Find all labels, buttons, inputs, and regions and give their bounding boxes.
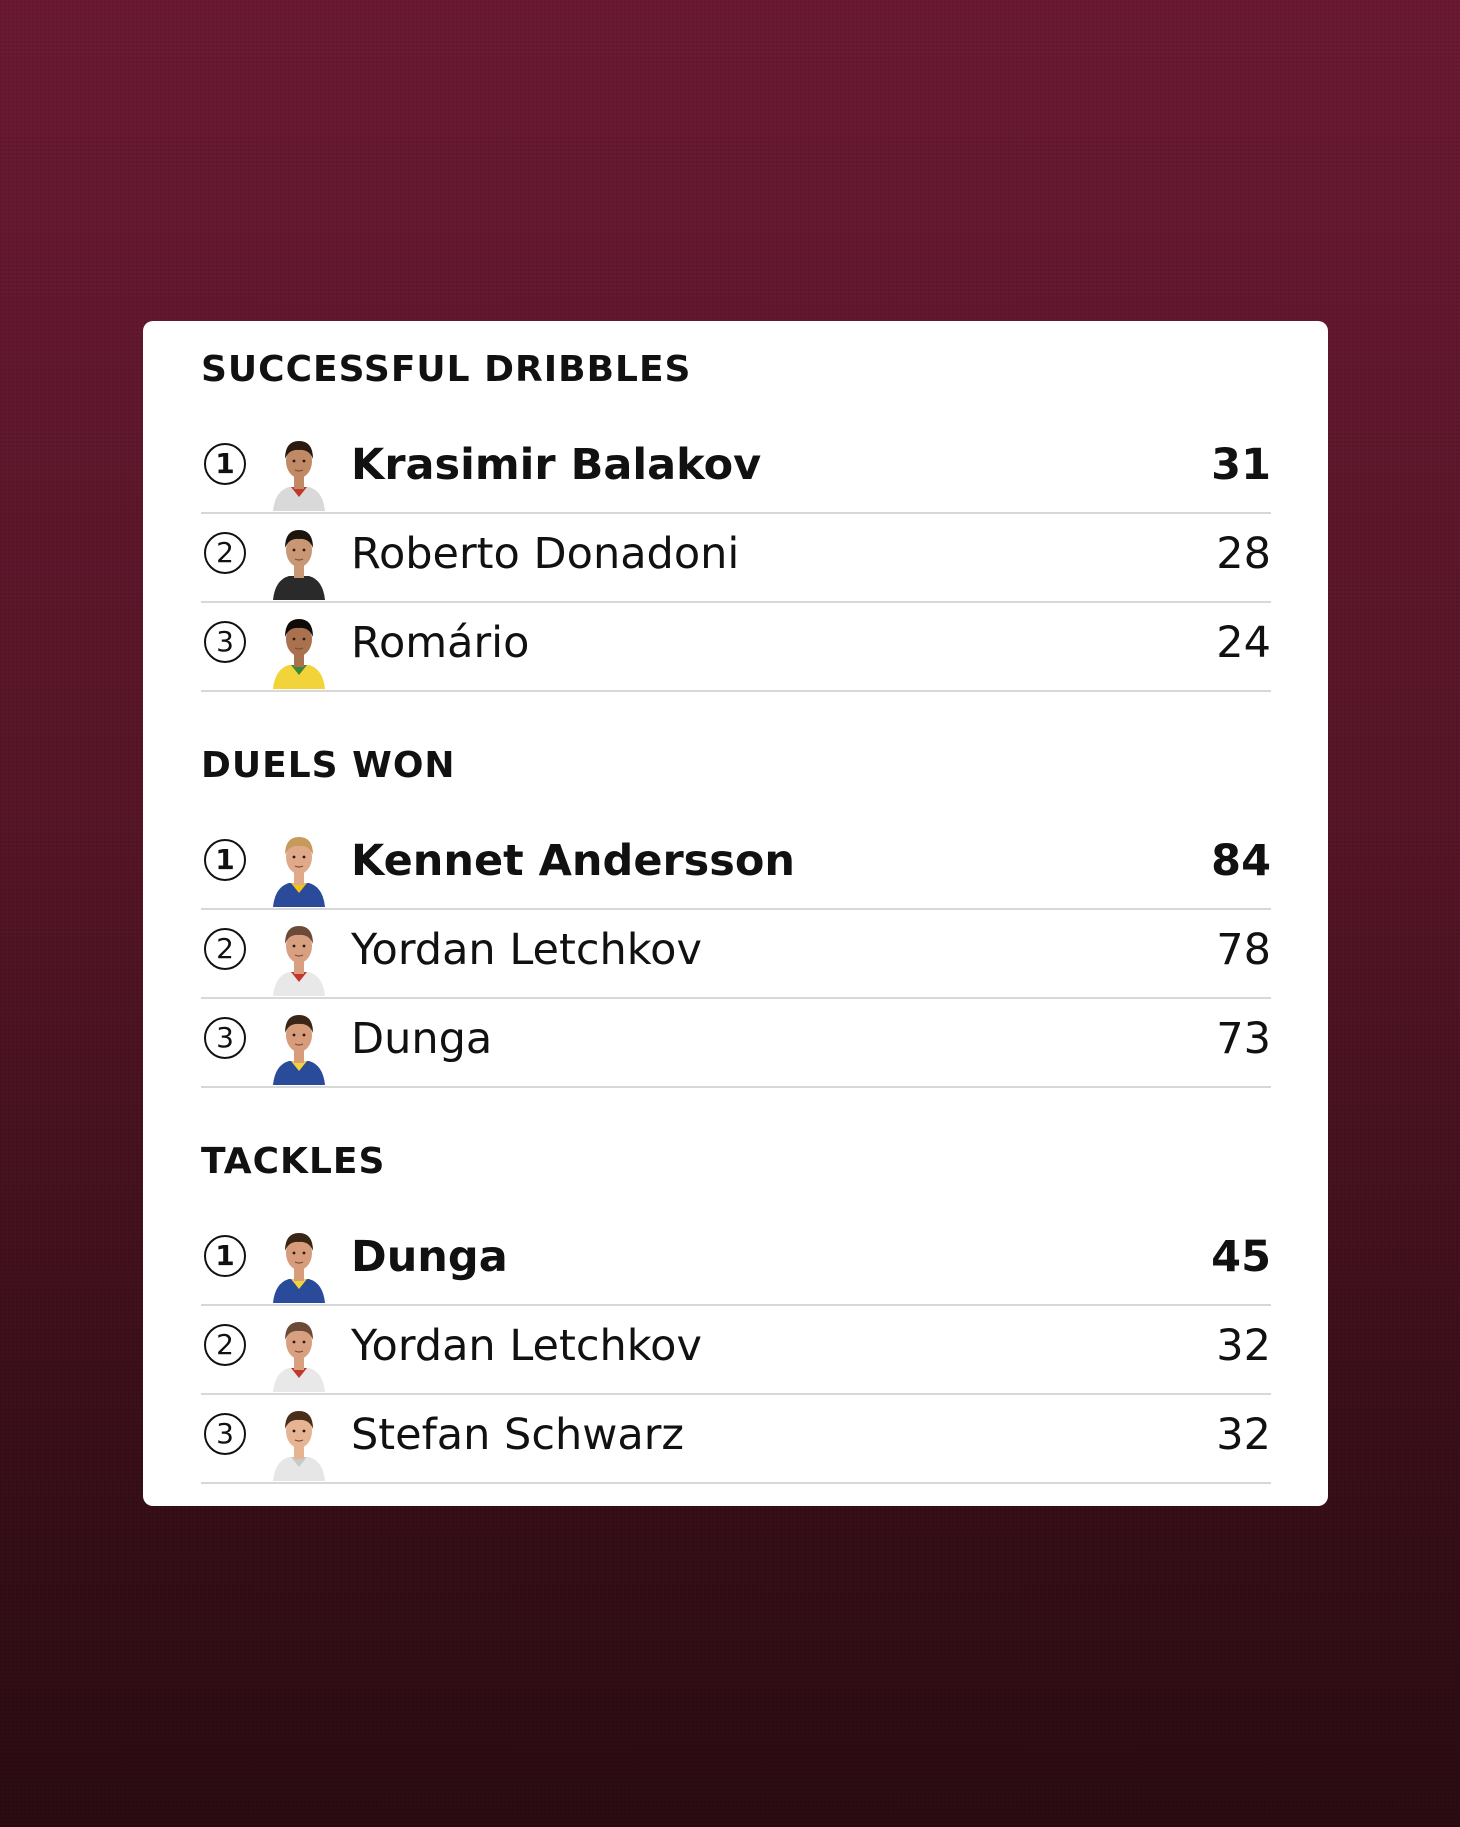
section-duels-won: DUELS WON 1 Kennet Andersson 84 2 Yordan… <box>201 743 1271 1088</box>
rank-badge: 2 <box>204 532 246 574</box>
stat-value: 32 <box>1216 1321 1271 1371</box>
leaderboard-row: 1 Kennet Andersson 84 <box>201 823 1271 910</box>
player-name: Yordan Letchkov <box>351 925 702 975</box>
player-avatar <box>273 1322 325 1392</box>
section-tackles: TACKLES 1 Dunga 45 2 Yordan Letchkov 32 … <box>201 1139 1271 1484</box>
leaderboard-list: 1 Kennet Andersson 84 2 Yordan Letchkov … <box>201 823 1271 1088</box>
leaderboard-row: 2 Roberto Donadoni 28 <box>201 516 1271 603</box>
leaderboard-row: 2 Yordan Letchkov 32 <box>201 1308 1271 1395</box>
leaderboard-row: 1 Dunga 45 <box>201 1219 1271 1306</box>
leaderboard-row: 3 Romário 24 <box>201 605 1271 692</box>
player-avatar <box>273 837 325 907</box>
rank-badge: 3 <box>204 1413 246 1455</box>
section-title: DUELS WON <box>201 745 456 786</box>
rank-badge: 2 <box>204 928 246 970</box>
player-name: Romário <box>351 618 530 668</box>
stat-value: 73 <box>1216 1014 1271 1064</box>
stats-card: SUCCESSFUL DRIBBLES 1 Krasimir Balakov 3… <box>143 321 1328 1506</box>
rank-badge: 1 <box>204 443 246 485</box>
section-successful-dribbles: SUCCESSFUL DRIBBLES 1 Krasimir Balakov 3… <box>201 347 1271 692</box>
player-name: Stefan Schwarz <box>351 1410 684 1460</box>
player-avatar <box>273 926 325 996</box>
stat-value: 24 <box>1216 618 1271 668</box>
player-avatar <box>273 1233 325 1303</box>
stat-value: 31 <box>1211 440 1271 490</box>
section-title: TACKLES <box>201 1141 386 1182</box>
rank-badge: 3 <box>204 621 246 663</box>
player-name: Krasimir Balakov <box>351 440 762 490</box>
rank-badge: 1 <box>204 839 246 881</box>
rank-badge: 3 <box>204 1017 246 1059</box>
player-avatar <box>273 530 325 600</box>
player-name: Dunga <box>351 1232 508 1282</box>
stat-value: 84 <box>1211 836 1271 886</box>
stat-value: 45 <box>1211 1232 1271 1282</box>
player-name: Kennet Andersson <box>351 836 796 886</box>
leaderboard-list: 1 Dunga 45 2 Yordan Letchkov 32 3 Stefan… <box>201 1219 1271 1484</box>
player-name: Roberto Donadoni <box>351 529 740 579</box>
leaderboard-list: 1 Krasimir Balakov 31 2 Roberto Donadoni… <box>201 427 1271 692</box>
stat-value: 28 <box>1216 529 1271 579</box>
leaderboard-row: 3 Stefan Schwarz 32 <box>201 1397 1271 1484</box>
player-name: Dunga <box>351 1014 493 1064</box>
rank-badge: 2 <box>204 1324 246 1366</box>
player-avatar <box>273 619 325 689</box>
player-name: Yordan Letchkov <box>351 1321 702 1371</box>
player-avatar <box>273 1015 325 1085</box>
leaderboard-row: 3 Dunga 73 <box>201 1001 1271 1088</box>
leaderboard-row: 2 Yordan Letchkov 78 <box>201 912 1271 999</box>
player-avatar <box>273 1411 325 1481</box>
stat-value: 78 <box>1216 925 1271 975</box>
section-title: SUCCESSFUL DRIBBLES <box>201 349 692 390</box>
stat-value: 32 <box>1216 1410 1271 1460</box>
leaderboard-row: 1 Krasimir Balakov 31 <box>201 427 1271 514</box>
player-avatar <box>273 441 325 511</box>
rank-badge: 1 <box>204 1235 246 1277</box>
